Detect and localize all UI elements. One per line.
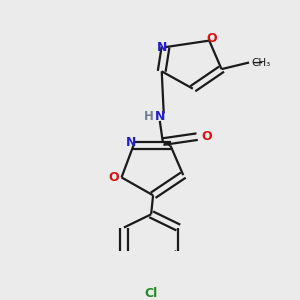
Text: N: N	[154, 110, 165, 123]
Text: H: H	[144, 110, 154, 123]
Text: O: O	[202, 130, 212, 143]
Text: O: O	[108, 171, 119, 184]
Text: CH₃: CH₃	[251, 58, 270, 68]
Text: O: O	[206, 32, 217, 45]
Text: —: —	[252, 58, 262, 68]
Text: N: N	[158, 41, 168, 54]
Text: N: N	[126, 136, 136, 149]
Text: Cl: Cl	[145, 287, 158, 300]
